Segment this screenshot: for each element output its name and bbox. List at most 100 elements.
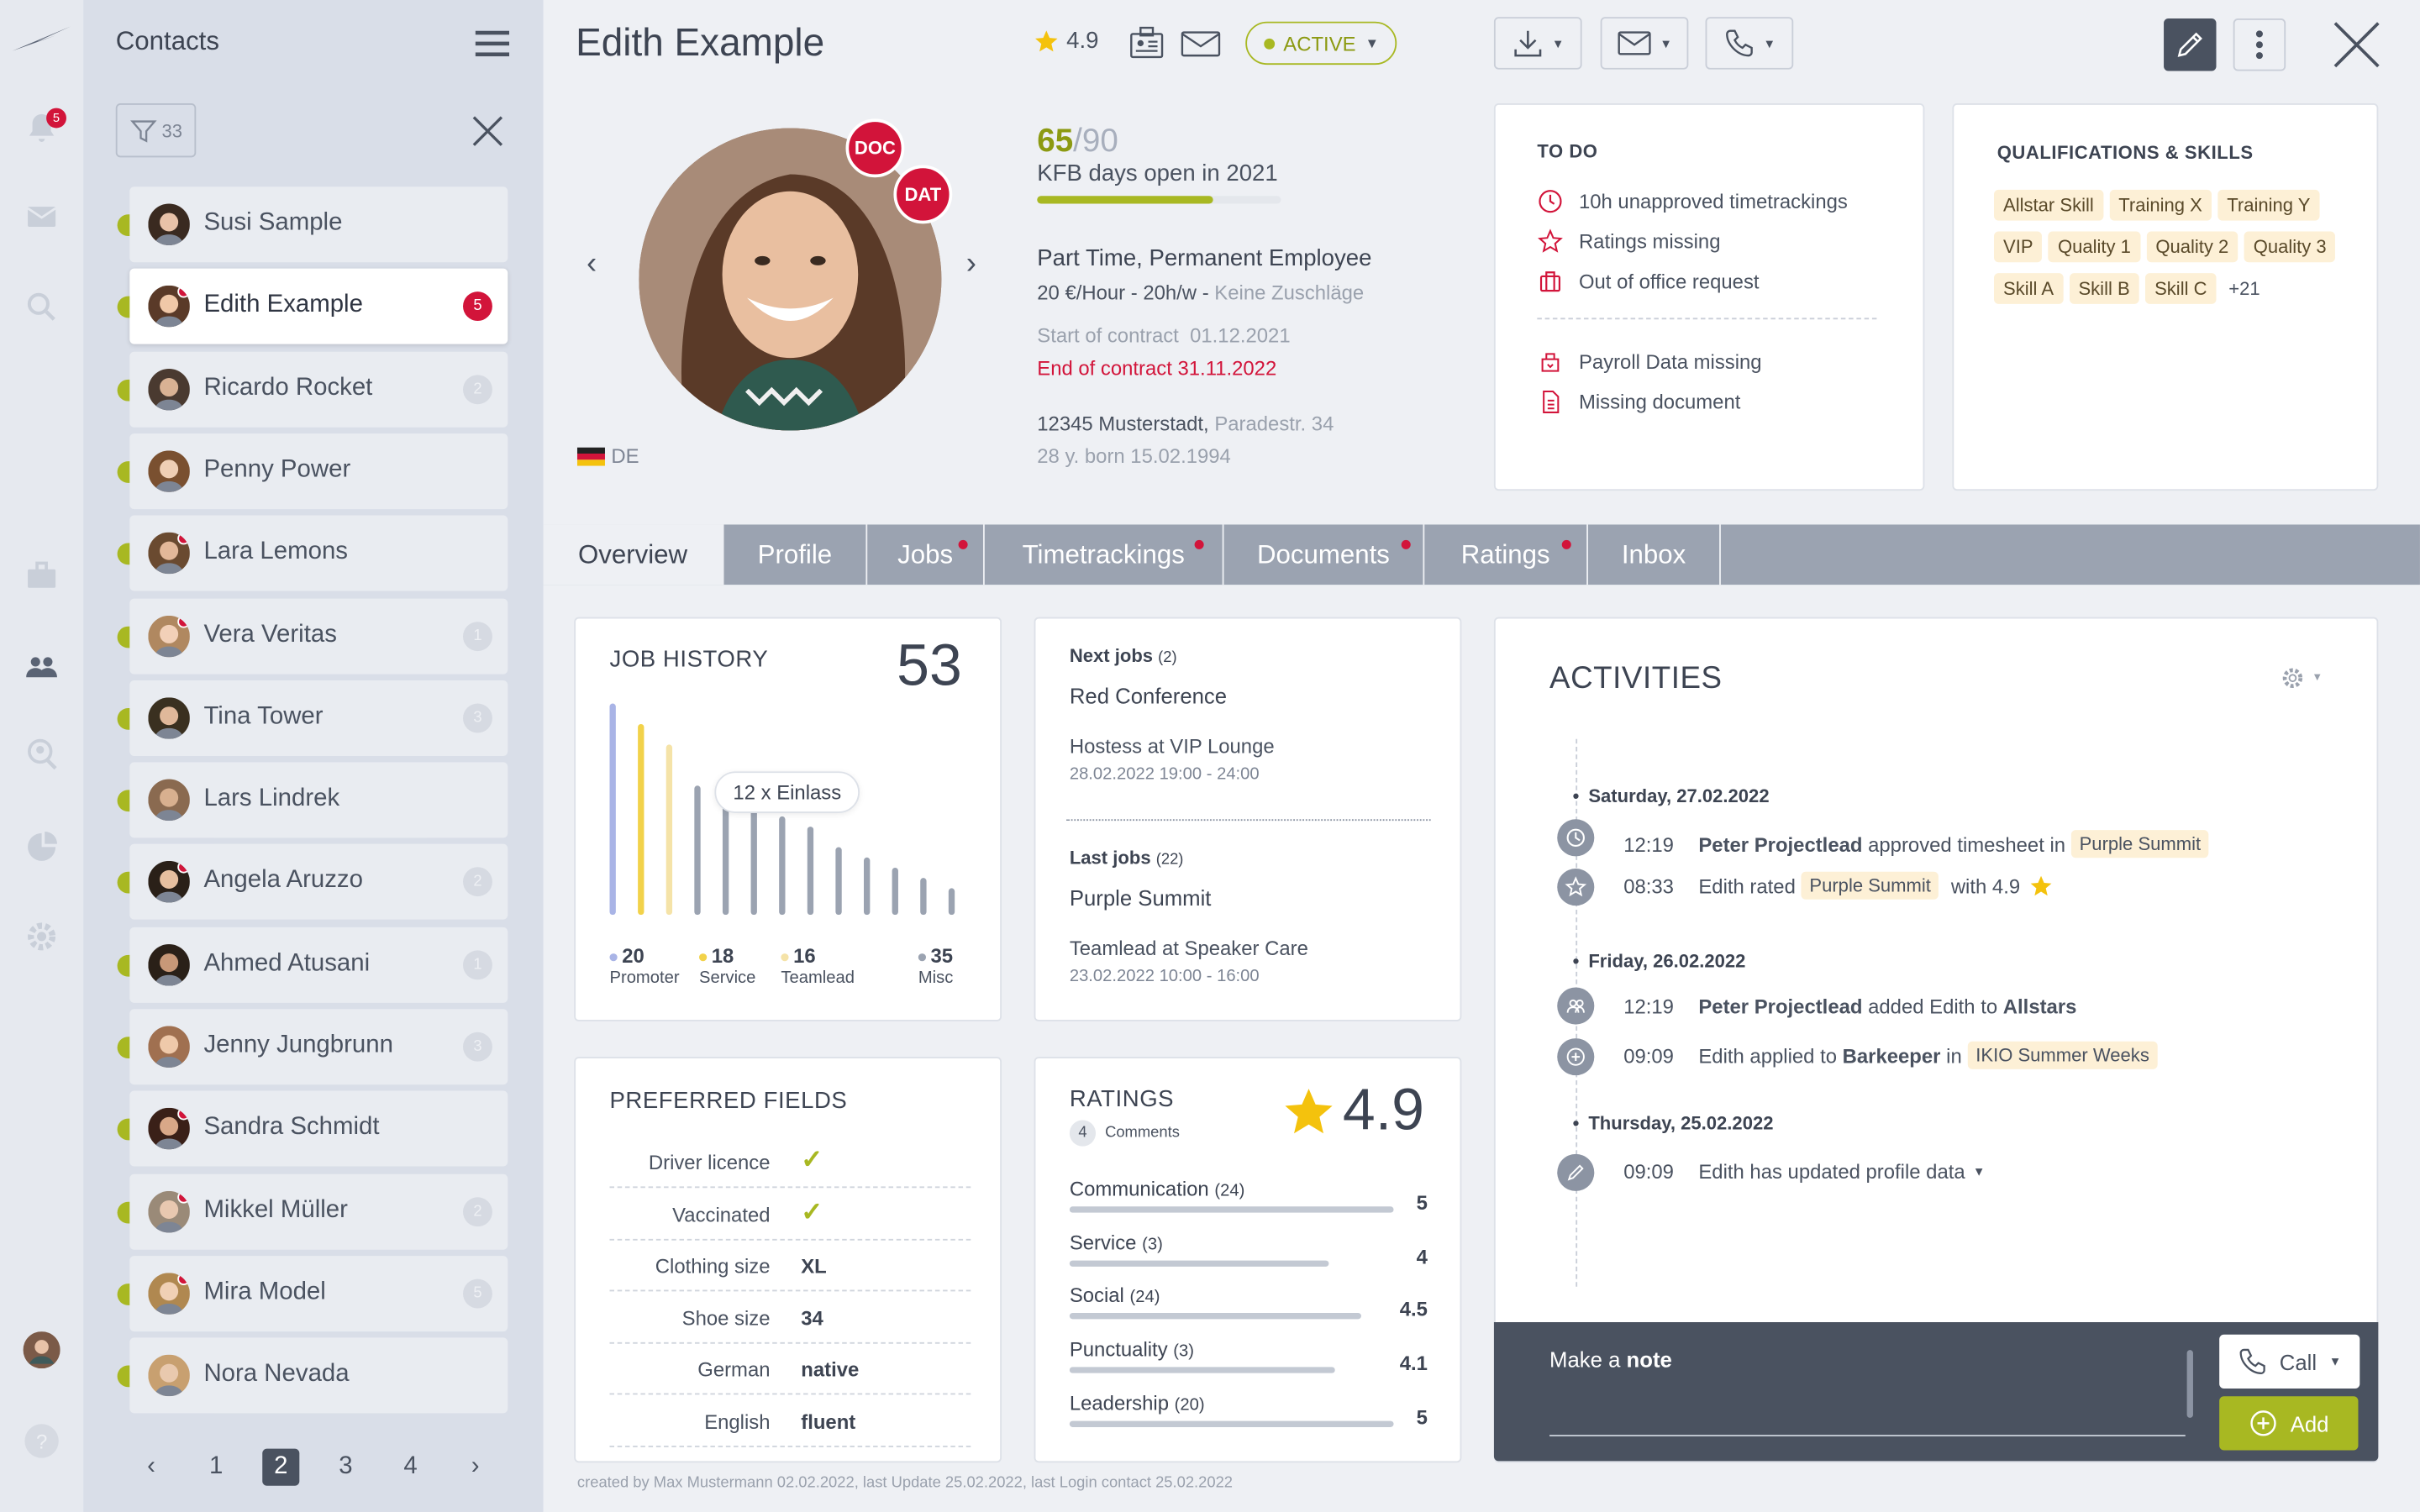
- qualification-chip[interactable]: VIP: [1994, 231, 2043, 263]
- activity-item[interactable]: 09:09 Edith has updated profile data ▼: [1623, 1160, 1985, 1184]
- page-4[interactable]: 4: [403, 1453, 418, 1480]
- activity-actor[interactable]: Peter Projectlead: [1698, 832, 1863, 856]
- contact-list-item[interactable]: Mira Model 5: [117, 1255, 508, 1331]
- todo-item[interactable]: 10h unapproved timetrackings: [1537, 188, 1848, 214]
- contact-badge: 5: [463, 1278, 492, 1309]
- contact-list-item[interactable]: Lars Lindrek: [117, 762, 508, 838]
- prev-page-icon[interactable]: ‹: [147, 1453, 155, 1480]
- todo-item[interactable]: Payroll Data missing: [1537, 349, 1762, 375]
- contact-list-item[interactable]: Edith Example 5: [117, 269, 508, 345]
- contact-list-item[interactable]: Lara Lemons: [117, 515, 508, 591]
- contact-list-item[interactable]: Sandra Schmidt: [117, 1091, 508, 1168]
- filter-button[interactable]: 33: [115, 103, 197, 158]
- contact-list-item[interactable]: Jenny Jungbrunn 3: [117, 1009, 508, 1085]
- activity-target[interactable]: Barkeeper: [1842, 1043, 1941, 1068]
- ratings-comments[interactable]: 4 Comments: [1069, 1120, 1180, 1147]
- next-job-title[interactable]: Hostess at VIP Lounge: [1069, 734, 1275, 758]
- rating-count: (24): [1129, 1289, 1160, 1308]
- last-job-title[interactable]: Teamlead at Speaker Care: [1069, 936, 1308, 960]
- more-options-button[interactable]: [2233, 18, 2286, 71]
- note-scrollbar[interactable]: [2186, 1350, 2193, 1418]
- edit-button[interactable]: [2164, 18, 2217, 71]
- next-photo-icon[interactable]: ›: [965, 246, 977, 281]
- qualification-chip[interactable]: Training Y: [2217, 189, 2320, 221]
- ratings-card: RATINGS 4 Comments 4.9 Communication (24…: [1034, 1057, 1462, 1463]
- contact-list-item[interactable]: Ricardo Rocket 2: [117, 351, 508, 428]
- tab-documents[interactable]: Documents: [1224, 524, 1425, 585]
- activity-target[interactable]: Allstars: [2002, 995, 2077, 1019]
- contact-list-item[interactable]: Susi Sample: [117, 186, 508, 263]
- next-page-icon[interactable]: ›: [471, 1453, 480, 1480]
- qualification-chip[interactable]: Quality 1: [2048, 231, 2140, 263]
- pie-chart-icon[interactable]: [22, 827, 62, 867]
- activities-settings[interactable]: ▼: [2280, 665, 2323, 691]
- id-card-icon[interactable]: [1128, 24, 1165, 69]
- help-icon[interactable]: ?: [22, 1421, 62, 1462]
- menu-icon[interactable]: [475, 28, 510, 59]
- tab-ratings[interactable]: Ratings: [1424, 524, 1588, 585]
- todo-item[interactable]: Missing document: [1537, 389, 1740, 415]
- tab-inbox[interactable]: Inbox: [1588, 524, 1721, 585]
- divider: [1537, 318, 1877, 320]
- user-avatar[interactable]: [22, 1330, 62, 1370]
- tab-profile[interactable]: Profile: [723, 524, 868, 585]
- add-note-button[interactable]: Add: [2219, 1396, 2359, 1451]
- envelope-icon[interactable]: [1181, 26, 1221, 68]
- contact-list-item[interactable]: Penny Power: [117, 433, 508, 509]
- qualification-chip[interactable]: Skill A: [1994, 273, 2064, 304]
- bell-icon[interactable]: 5: [22, 108, 66, 149]
- qualification-chip[interactable]: Skill B: [2069, 273, 2139, 304]
- tab-overview[interactable]: Overview: [543, 524, 724, 585]
- contact-list-item[interactable]: Vera Veritas 1: [117, 597, 508, 674]
- employment-type: Part Time, Permanent Employee: [1037, 245, 1372, 272]
- prev-photo-icon[interactable]: ‹: [586, 246, 597, 281]
- qualification-chip[interactable]: Allstar Skill: [1994, 189, 2103, 221]
- activity-text: Edith applied to: [1698, 1043, 1837, 1068]
- qualification-chip[interactable]: Skill C: [2145, 273, 2217, 304]
- phone-dropdown[interactable]: ▼: [1705, 17, 1794, 70]
- contacts-group-icon[interactable]: [22, 647, 62, 687]
- todo-item[interactable]: Ratings missing: [1537, 228, 1720, 255]
- dat-tag[interactable]: DAT: [893, 165, 953, 224]
- app-logo[interactable]: [9, 18, 74, 59]
- contact-list-item[interactable]: Nora Nevada: [117, 1337, 508, 1414]
- activity-tag[interactable]: IKIO Summer Weeks: [1968, 1041, 2158, 1069]
- legend-promoter: 20 Promoter: [609, 944, 680, 987]
- close-icon[interactable]: [2330, 18, 2382, 71]
- gear-icon[interactable]: [22, 916, 62, 957]
- contact-list-item[interactable]: Mikkel Müller 2: [117, 1173, 508, 1249]
- page-2[interactable]: 2: [262, 1448, 300, 1486]
- note-input-label: Make a note: [1549, 1347, 1672, 1371]
- qualification-chip[interactable]: Quality 3: [2244, 231, 2336, 263]
- tab-timetrackings[interactable]: Timetrackings: [985, 524, 1224, 585]
- rating-row: Communication (24) 5: [1069, 1177, 1428, 1229]
- next-job-event[interactable]: Red Conference: [1069, 683, 1228, 709]
- mail-icon[interactable]: [22, 196, 62, 236]
- more-vertical-icon: [2255, 30, 2263, 60]
- last-job-event[interactable]: Purple Summit: [1069, 885, 1212, 911]
- qualification-chip[interactable]: Quality 2: [2146, 231, 2238, 263]
- more-skills-link[interactable]: +21: [2228, 277, 2260, 300]
- close-filter-icon[interactable]: [469, 113, 506, 150]
- contact-list-item[interactable]: Angela Aruzzo 2: [117, 844, 508, 921]
- tab-jobs[interactable]: Jobs: [867, 524, 985, 585]
- qualification-chip[interactable]: Training X: [2109, 189, 2212, 221]
- briefcase-icon[interactable]: [22, 555, 62, 596]
- contact-list-item[interactable]: Tina Tower 3: [117, 680, 508, 756]
- page-3[interactable]: 3: [339, 1453, 353, 1480]
- download-dropdown[interactable]: ▼: [1493, 17, 1582, 70]
- person-search-icon[interactable]: [22, 734, 62, 774]
- activity-actor[interactable]: Peter Projectlead: [1698, 995, 1863, 1019]
- activity-tag[interactable]: Purple Summit: [2071, 830, 2209, 858]
- call-button[interactable]: Call ▼: [2219, 1334, 2360, 1389]
- note-input[interactable]: [1549, 1387, 2186, 1436]
- contact-list-item[interactable]: Ahmed Atusani 1: [117, 927, 508, 1003]
- page-1[interactable]: 1: [208, 1453, 224, 1480]
- doc-tag[interactable]: DOC: [845, 118, 905, 178]
- legend-value: 18: [711, 944, 734, 968]
- todo-item[interactable]: Out of office request: [1537, 269, 1760, 295]
- activity-tag[interactable]: Purple Summit: [1802, 871, 1939, 900]
- search-icon[interactable]: [22, 287, 62, 328]
- email-dropdown[interactable]: ▼: [1600, 17, 1689, 70]
- status-dropdown[interactable]: ACTIVE ▼: [1245, 21, 1397, 66]
